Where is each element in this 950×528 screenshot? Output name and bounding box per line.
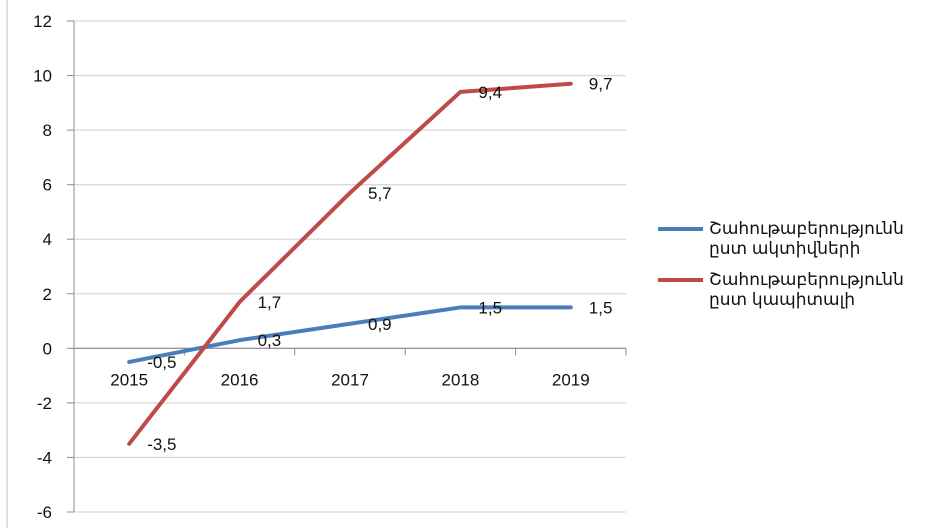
x-axis: 2015 2016 2017 2018 2019 bbox=[73, 347, 627, 389]
data-point bbox=[239, 339, 241, 341]
data-label: 0,9 bbox=[368, 315, 392, 334]
data-point bbox=[128, 443, 130, 445]
y-tick-label: -2 bbox=[37, 394, 52, 413]
y-tick-label: 10 bbox=[33, 67, 52, 86]
data-label: 1,5 bbox=[478, 298, 502, 317]
data-label: -3,5 bbox=[147, 435, 176, 454]
y-tick-label: -6 bbox=[37, 503, 52, 522]
x-tick-label: 2017 bbox=[331, 370, 369, 389]
data-point bbox=[349, 323, 351, 325]
data-label: -0,5 bbox=[147, 353, 176, 372]
data-label: 9,4 bbox=[478, 83, 502, 102]
y-tick-label: 4 bbox=[43, 230, 52, 249]
y-tick-label: 0 bbox=[43, 339, 52, 358]
data-label: 1,7 bbox=[258, 293, 282, 312]
series-line-1 bbox=[127, 305, 573, 364]
data-point bbox=[570, 83, 572, 85]
data-label: 0,3 bbox=[258, 331, 282, 350]
legend-label: ըստ կապիտալի bbox=[709, 290, 855, 309]
y-tick-label: -4 bbox=[37, 448, 52, 467]
y-tick-label: 8 bbox=[43, 121, 52, 140]
data-label: 1,5 bbox=[589, 298, 613, 317]
x-tick-label: 2019 bbox=[552, 370, 590, 389]
legend-label: Շահութաբերությունն bbox=[709, 270, 904, 289]
x-tick-label: 2016 bbox=[221, 370, 259, 389]
data-label: 9,7 bbox=[589, 75, 613, 94]
series-line-2 bbox=[127, 81, 573, 446]
y-axis: 12 10 8 6 4 2 0 -2 -4 -6 bbox=[33, 12, 75, 522]
y-tick-label: 12 bbox=[33, 12, 52, 31]
legend-label: ըստ ակտիվների bbox=[709, 239, 860, 258]
data-point bbox=[128, 361, 130, 363]
data-point bbox=[459, 91, 461, 93]
data-label: 5,7 bbox=[368, 184, 392, 203]
data-point bbox=[239, 301, 241, 303]
y-tick-label: 6 bbox=[43, 176, 52, 195]
series-lines bbox=[127, 81, 573, 446]
data-labels: -0,5 0,3 0,9 1,5 1,5 -3,5 1,7 5,7 9,4 9,7 bbox=[147, 75, 612, 454]
data-point bbox=[459, 306, 461, 308]
data-point bbox=[570, 306, 572, 308]
x-tick-label: 2018 bbox=[441, 370, 479, 389]
legend-label: Շահութաբերությունն bbox=[709, 219, 904, 238]
y-tick-label: 2 bbox=[43, 285, 52, 304]
data-point bbox=[349, 192, 351, 194]
x-tick-label: 2015 bbox=[110, 370, 148, 389]
gridlines bbox=[74, 20, 626, 513]
